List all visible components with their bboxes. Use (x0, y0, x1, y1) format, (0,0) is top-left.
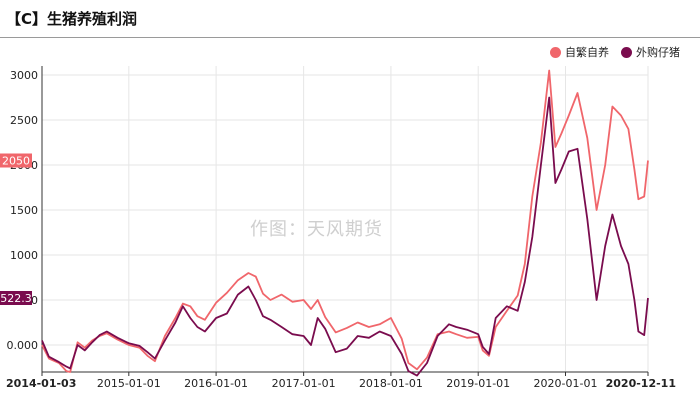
series-line-outsourced (41, 96, 649, 377)
legend-item-self[interactable]: 自繁自养 (550, 44, 609, 60)
title-divider (0, 37, 700, 38)
x-tick-label: 2020-01-01 (534, 377, 598, 390)
series-line-self (41, 69, 649, 373)
chart-legend: 自繁自养 外购仔猪 (550, 44, 680, 60)
last-value-badge (0, 153, 32, 168)
legend-marker-self (550, 46, 561, 58)
x-tick-label: 2020-12-11 (606, 377, 676, 390)
legend-marker-outsourced (621, 46, 632, 58)
legend-item-outsourced[interactable]: 外购仔猪 (621, 44, 680, 60)
x-tick-label: 2016-01-01 (184, 377, 248, 390)
x-tick-label: 2014-01-03 (6, 377, 76, 390)
x-tick-label: 2015-01-01 (97, 377, 161, 390)
y-tick-label: 1500 (10, 204, 38, 217)
x-tick-label: 2018-01-01 (359, 377, 423, 390)
y-tick-label: 3000 (10, 69, 38, 82)
last-value-label: 522.3 (0, 292, 32, 305)
x-tick-label: 2019-01-01 (446, 377, 510, 390)
y-tick-label: 0.000 (7, 339, 39, 352)
x-tick-label: 2017-01-01 (272, 377, 336, 390)
chart-title: 【C】生猪养殖利润 (6, 10, 138, 28)
last-value-badge (0, 290, 32, 305)
y-tick-label: 2500 (10, 114, 38, 127)
title-bar: 【C】生猪养殖利润 (0, 0, 700, 38)
watermark: 作图：天风期货 (250, 219, 383, 240)
last-value-label: 2050 (2, 155, 30, 168)
y-tick-label: 1000 (10, 249, 38, 262)
legend-label-outsourced: 外购仔猪 (636, 46, 680, 59)
legend-label-self: 自繁自养 (565, 46, 609, 59)
